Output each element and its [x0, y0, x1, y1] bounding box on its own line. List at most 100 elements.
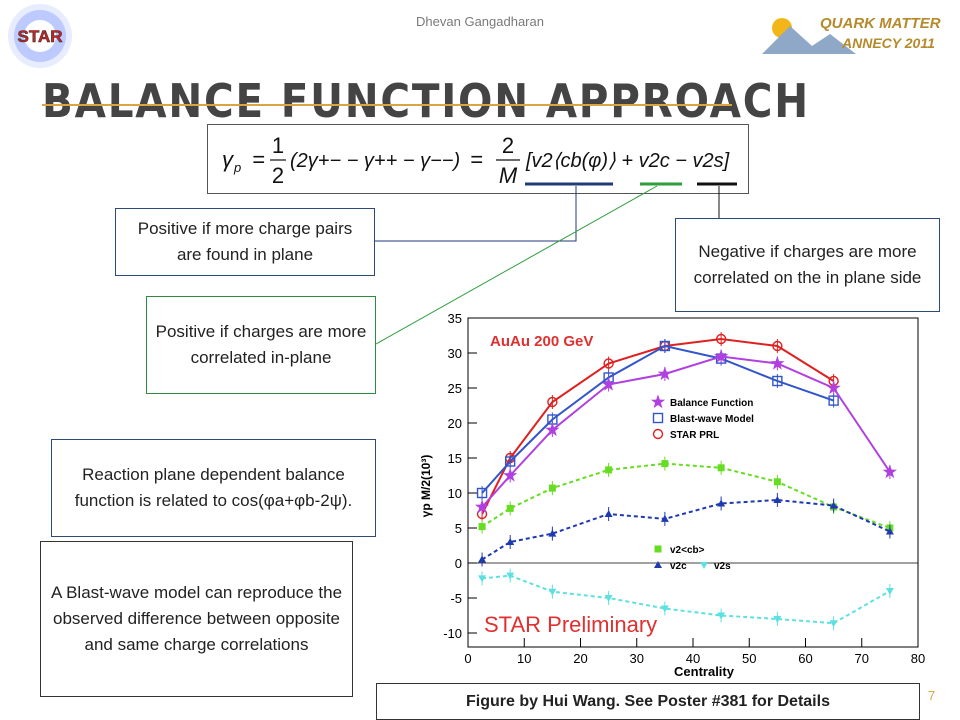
x-tick-label: 20: [573, 651, 587, 666]
data-point: [504, 456, 516, 467]
data-point: [660, 514, 669, 522]
callout-positive-pairs: Positive if more charge pairs are found …: [115, 208, 375, 276]
svg-text:=: =: [470, 147, 483, 172]
formula-rhs: [v2⟨cb(φ)⟩ + v2c − v2s]: [525, 150, 730, 172]
data-point: [650, 394, 666, 409]
data-point: [826, 380, 841, 395]
x-tick-label: 50: [742, 651, 756, 666]
x-axis: 0 10 20 30 40 50 60 70 80: [464, 562, 925, 666]
y-axis-label: γp M/2(10³): [419, 455, 433, 518]
star-logo-text: STAR: [17, 27, 62, 46]
title-divider: [42, 104, 732, 106]
page-number: 7: [928, 688, 936, 703]
y-tick-label: 20: [448, 416, 462, 431]
star-logo: STAR: [8, 4, 72, 68]
quark-matter-text: QUARK MATTER: [820, 15, 941, 32]
y-tick-label: 25: [448, 381, 462, 396]
x-tick-label: 60: [798, 651, 812, 666]
data-point: [829, 620, 838, 628]
data-point: [772, 340, 783, 352]
data-point: [885, 527, 894, 535]
data-point: [603, 358, 614, 369]
annecy-text: ANNECY 2011: [841, 35, 935, 51]
y-tick-label: 5: [455, 521, 462, 536]
data-point: [601, 377, 616, 391]
data-point: [772, 375, 783, 387]
figure-credit: Figure by Hui Wang. See Poster #381 for …: [376, 683, 920, 720]
series-balance-function: [474, 349, 897, 514]
data-point: [503, 468, 518, 482]
data-point: [659, 340, 671, 352]
page-title: BALANCE FUNCTION APPROACH: [42, 74, 810, 128]
y-tick-label: -5: [450, 591, 462, 606]
data-point: [657, 366, 672, 381]
formula-frac1-den: 2: [272, 163, 284, 188]
data-point: [714, 349, 729, 363]
legend-lower: v2<cb> v2c v2s: [654, 545, 731, 572]
data-point: [604, 510, 613, 517]
data-point: [829, 501, 838, 509]
series-v2c: [478, 493, 894, 567]
formula-middle: (2γ+− − γ++ − γ−−): [290, 150, 460, 172]
data-point: [476, 487, 488, 499]
author-name: Dhevan Gangadharan: [416, 14, 544, 29]
formula-lhs: γ: [222, 147, 235, 172]
formula-frac1-num: 1: [272, 133, 284, 158]
legend-upper: Balance Function Blast-wave Model STAR PRL: [650, 394, 754, 441]
data-point: [828, 395, 839, 406]
quark-matter-logo: QUARK MATTER ANNECY 2011: [762, 15, 941, 54]
callout-negative-inplane: Negative if charges are more correlated …: [675, 218, 940, 312]
legend-entry: v2<cb>: [670, 545, 705, 556]
data-point: [885, 588, 894, 595]
data-point: [652, 412, 664, 424]
legend-entry: Balance Function: [670, 398, 753, 409]
data-point: [770, 356, 785, 370]
data-point: [478, 575, 487, 583]
y-axis: -10 -5 0 5 10 15 20 25 30 35: [443, 311, 477, 641]
series-line: [481, 337, 835, 515]
legend-entry: v2s: [714, 561, 731, 572]
data-point: [548, 529, 557, 537]
formula-frac2-num: 2: [502, 133, 514, 158]
series-line: [482, 574, 891, 625]
callout-positive-inplane: Positive if charges are more correlated …: [146, 296, 376, 394]
y-tick-label: -10: [443, 626, 462, 641]
data-point: [604, 595, 613, 602]
x-tick-label: 80: [911, 651, 925, 666]
data-point: [547, 396, 558, 408]
data-point: [654, 561, 662, 568]
data-point: [773, 616, 782, 623]
y-tick-label: 10: [448, 486, 462, 501]
legend-entry: v2c: [670, 561, 687, 572]
data-point: [717, 499, 726, 507]
data-point: [478, 523, 486, 531]
data-point: [652, 428, 664, 440]
x-tick-label: 10: [517, 651, 531, 666]
balance-function-chart: -10 -5 0 5 10 15 20 25 30 35 0 10 20 30 40 50 60 70 80 γp…: [419, 311, 925, 679]
chart-annotation: AuAu 200 GeV: [490, 333, 593, 350]
data-point: [661, 460, 669, 468]
data-point: [474, 499, 490, 514]
series-v2s: [478, 568, 894, 631]
x-tick-label: 0: [464, 651, 471, 666]
data-point: [506, 538, 515, 545]
data-point: [882, 464, 897, 479]
data-point: [715, 333, 727, 345]
series-line: [481, 344, 834, 494]
data-point: [700, 562, 708, 569]
data-point: [717, 464, 725, 472]
x-tick-label: 40: [686, 651, 700, 666]
series-group: [474, 332, 897, 631]
star-preliminary-watermark: STAR Preliminary: [484, 612, 657, 637]
callout-blast-wave: A Blast-wave model can reproduce the obs…: [40, 541, 353, 697]
data-point: [717, 612, 726, 620]
formula-lhs-sub: p: [233, 160, 241, 175]
y-tick-label: 0: [455, 556, 462, 571]
y-tick-label: 15: [448, 451, 462, 466]
legend-entry: Blast-wave Model: [670, 414, 754, 425]
data-point: [605, 466, 613, 474]
series-blast-wave-model: [476, 339, 839, 500]
data-point: [548, 484, 556, 492]
data-point: [478, 555, 487, 563]
data-point: [506, 504, 514, 512]
